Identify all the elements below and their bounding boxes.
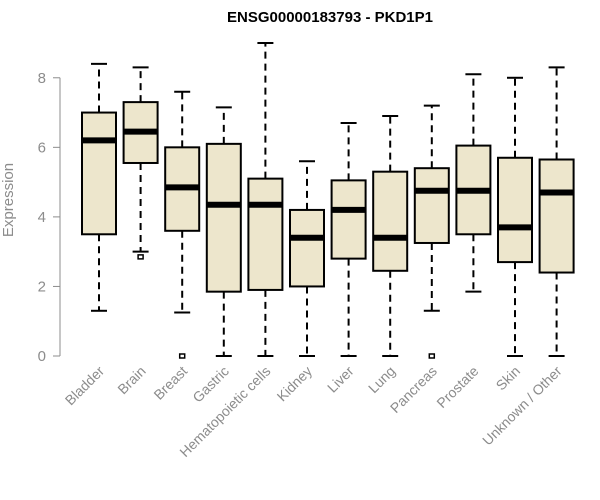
iqr-box xyxy=(205,142,242,293)
y-tick-label: 6 xyxy=(38,139,46,156)
box-skin xyxy=(497,76,533,357)
box-prostate xyxy=(455,73,492,293)
x-tick-label: Brain xyxy=(114,363,148,397)
x-tick-label: Liver xyxy=(324,363,357,396)
x-tick-label: Prostate xyxy=(433,363,481,411)
iqr-box xyxy=(289,208,325,288)
box-pancreas xyxy=(413,104,450,359)
x-tick-label: Unknown / Other xyxy=(479,363,565,449)
x-tick-label: Lung xyxy=(365,363,398,396)
iqr-box xyxy=(330,179,367,260)
y-tick-label: 2 xyxy=(38,278,46,295)
outlier-point xyxy=(178,353,186,359)
box-kidney xyxy=(289,160,325,357)
iqr-box xyxy=(372,170,409,272)
box-unknown-other xyxy=(538,66,575,357)
boxes xyxy=(81,42,575,359)
box-liver xyxy=(330,121,367,357)
x-tick-label: Skin xyxy=(493,363,524,394)
x-tick-label: Kidney xyxy=(274,363,316,405)
y-axis-label: Expression xyxy=(0,163,17,237)
y-axis: 0 2 4 6 8 xyxy=(38,70,61,365)
iqr-box xyxy=(497,156,533,264)
y-tick-label: 8 xyxy=(38,70,46,87)
y-tick-label: 4 xyxy=(38,209,46,226)
iqr-box xyxy=(247,177,284,291)
box-hematopoietic-cells xyxy=(247,42,284,357)
box-breast xyxy=(164,90,201,359)
box-lung xyxy=(372,115,409,357)
outlier-point xyxy=(428,353,436,359)
iqr-box xyxy=(81,111,117,236)
box-bladder xyxy=(81,62,117,312)
outlier-point xyxy=(137,254,144,260)
x-tick-label: Bladder xyxy=(62,363,108,409)
chart-title: ENSG00000183793 - PKD1P1 xyxy=(227,9,433,26)
box-gastric xyxy=(205,106,242,357)
box-brain xyxy=(122,66,159,260)
x-tick-label: Breast xyxy=(150,363,190,403)
iqr-box xyxy=(413,167,450,244)
y-tick-label: 0 xyxy=(38,348,46,365)
iqr-box xyxy=(538,158,575,274)
